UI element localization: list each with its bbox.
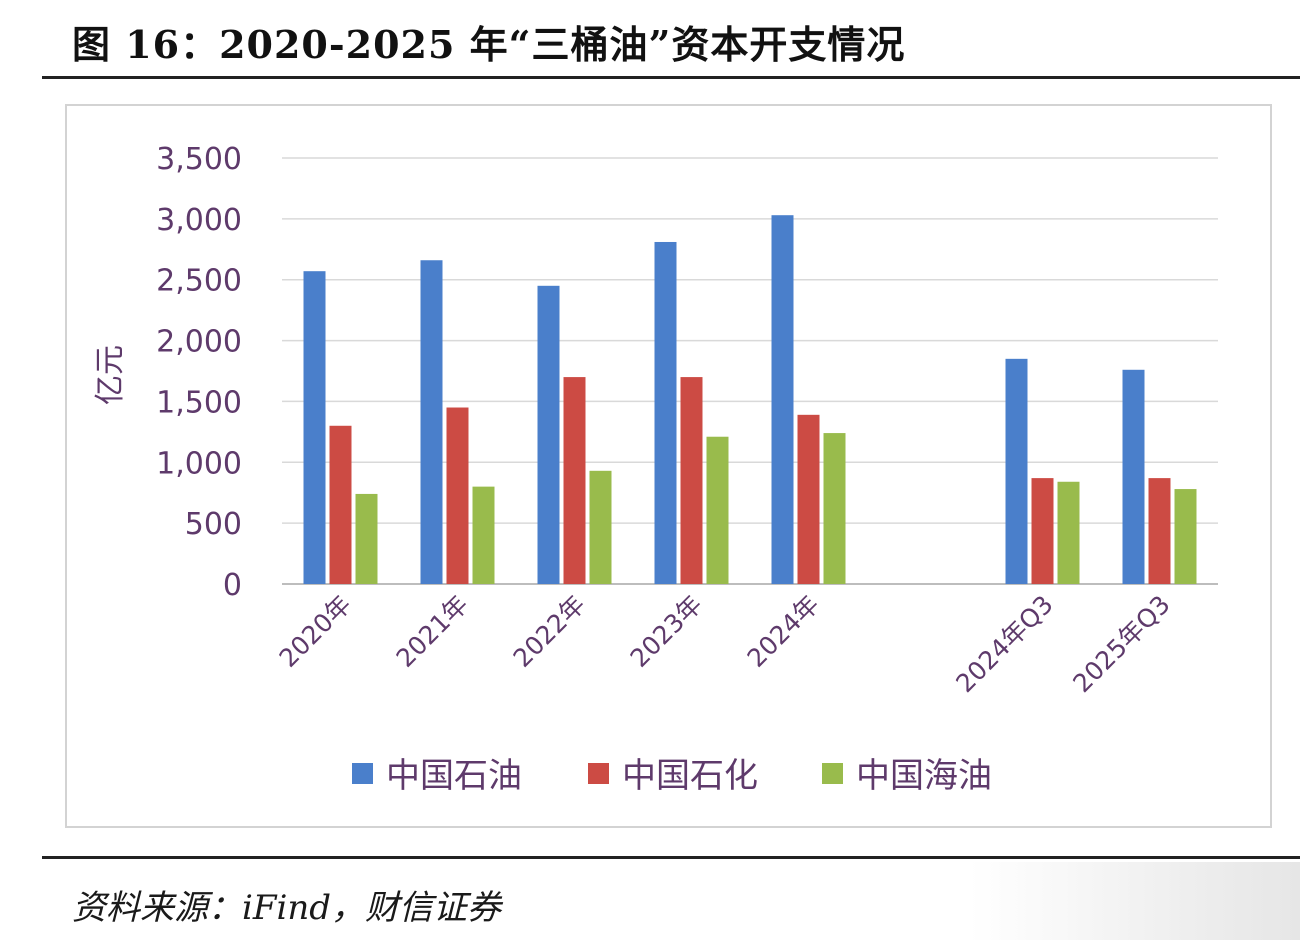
bar <box>303 271 326 584</box>
bar <box>472 486 495 584</box>
x-tick-label: 2020年 <box>274 590 357 673</box>
bar <box>680 377 703 584</box>
y-tick-label: 3,500 <box>156 142 242 177</box>
bar <box>797 414 820 584</box>
bar <box>823 433 846 584</box>
y-tick-label: 2,500 <box>156 264 242 299</box>
x-tick-label: 2023年 <box>625 590 708 673</box>
x-tick-labels: 2020年 2021年 2022年 2023年 2024年 2024年Q3 2025年Q3 <box>274 590 1176 698</box>
bar <box>329 425 352 584</box>
figure-title: 图 16：2020-2025 年“三桶油”资本开支情况 <box>72 22 906 67</box>
bar <box>563 377 586 584</box>
x-tick-label: 2024年Q3 <box>950 590 1058 698</box>
bar <box>446 407 469 584</box>
bar <box>771 215 794 584</box>
x-tick-label: 2025年Q3 <box>1067 590 1175 698</box>
bar <box>420 260 443 584</box>
bar <box>1031 478 1054 584</box>
bar <box>1057 481 1080 584</box>
y-tick-label: 500 <box>185 507 242 542</box>
bar <box>1174 489 1197 584</box>
bar <box>1122 369 1145 584</box>
legend-swatch <box>822 763 843 784</box>
y-tick-label: 0 <box>223 568 242 603</box>
x-tick-label: 2021年 <box>391 590 474 673</box>
y-tick-label: 2,000 <box>156 325 242 360</box>
bar <box>355 493 378 584</box>
bar <box>1148 478 1171 584</box>
corner-shade <box>970 862 1300 940</box>
bar <box>589 470 612 584</box>
legend-label: 中国石化 <box>622 756 758 796</box>
bar <box>654 241 677 585</box>
source-note: 资料来源：iFind，财信证券 <box>72 888 502 928</box>
legend: 中国石油 中国石化 中国海油 <box>352 756 992 796</box>
legend-swatch <box>588 763 609 784</box>
x-tick-label: 2022年 <box>508 590 591 673</box>
top-rule <box>42 76 1300 79</box>
legend-swatch <box>352 763 373 784</box>
bars <box>303 215 1197 585</box>
legend-label: 中国石油 <box>386 756 522 796</box>
y-axis-label: 亿元 <box>93 345 128 405</box>
bar <box>1005 358 1028 584</box>
legend-label: 中国海油 <box>856 756 992 796</box>
y-tick-label: 1,500 <box>156 385 242 420</box>
x-tick-label: 2024年 <box>742 590 825 673</box>
y-tick-label: 1,000 <box>156 446 242 481</box>
bar <box>537 285 560 584</box>
y-tick-label: 3,000 <box>156 203 242 238</box>
bottom-rule <box>42 856 1300 859</box>
bar <box>706 436 729 584</box>
y-tick-labels: 0 500 1,000 1,500 2,000 2,500 3,000 3,500 <box>156 142 242 603</box>
